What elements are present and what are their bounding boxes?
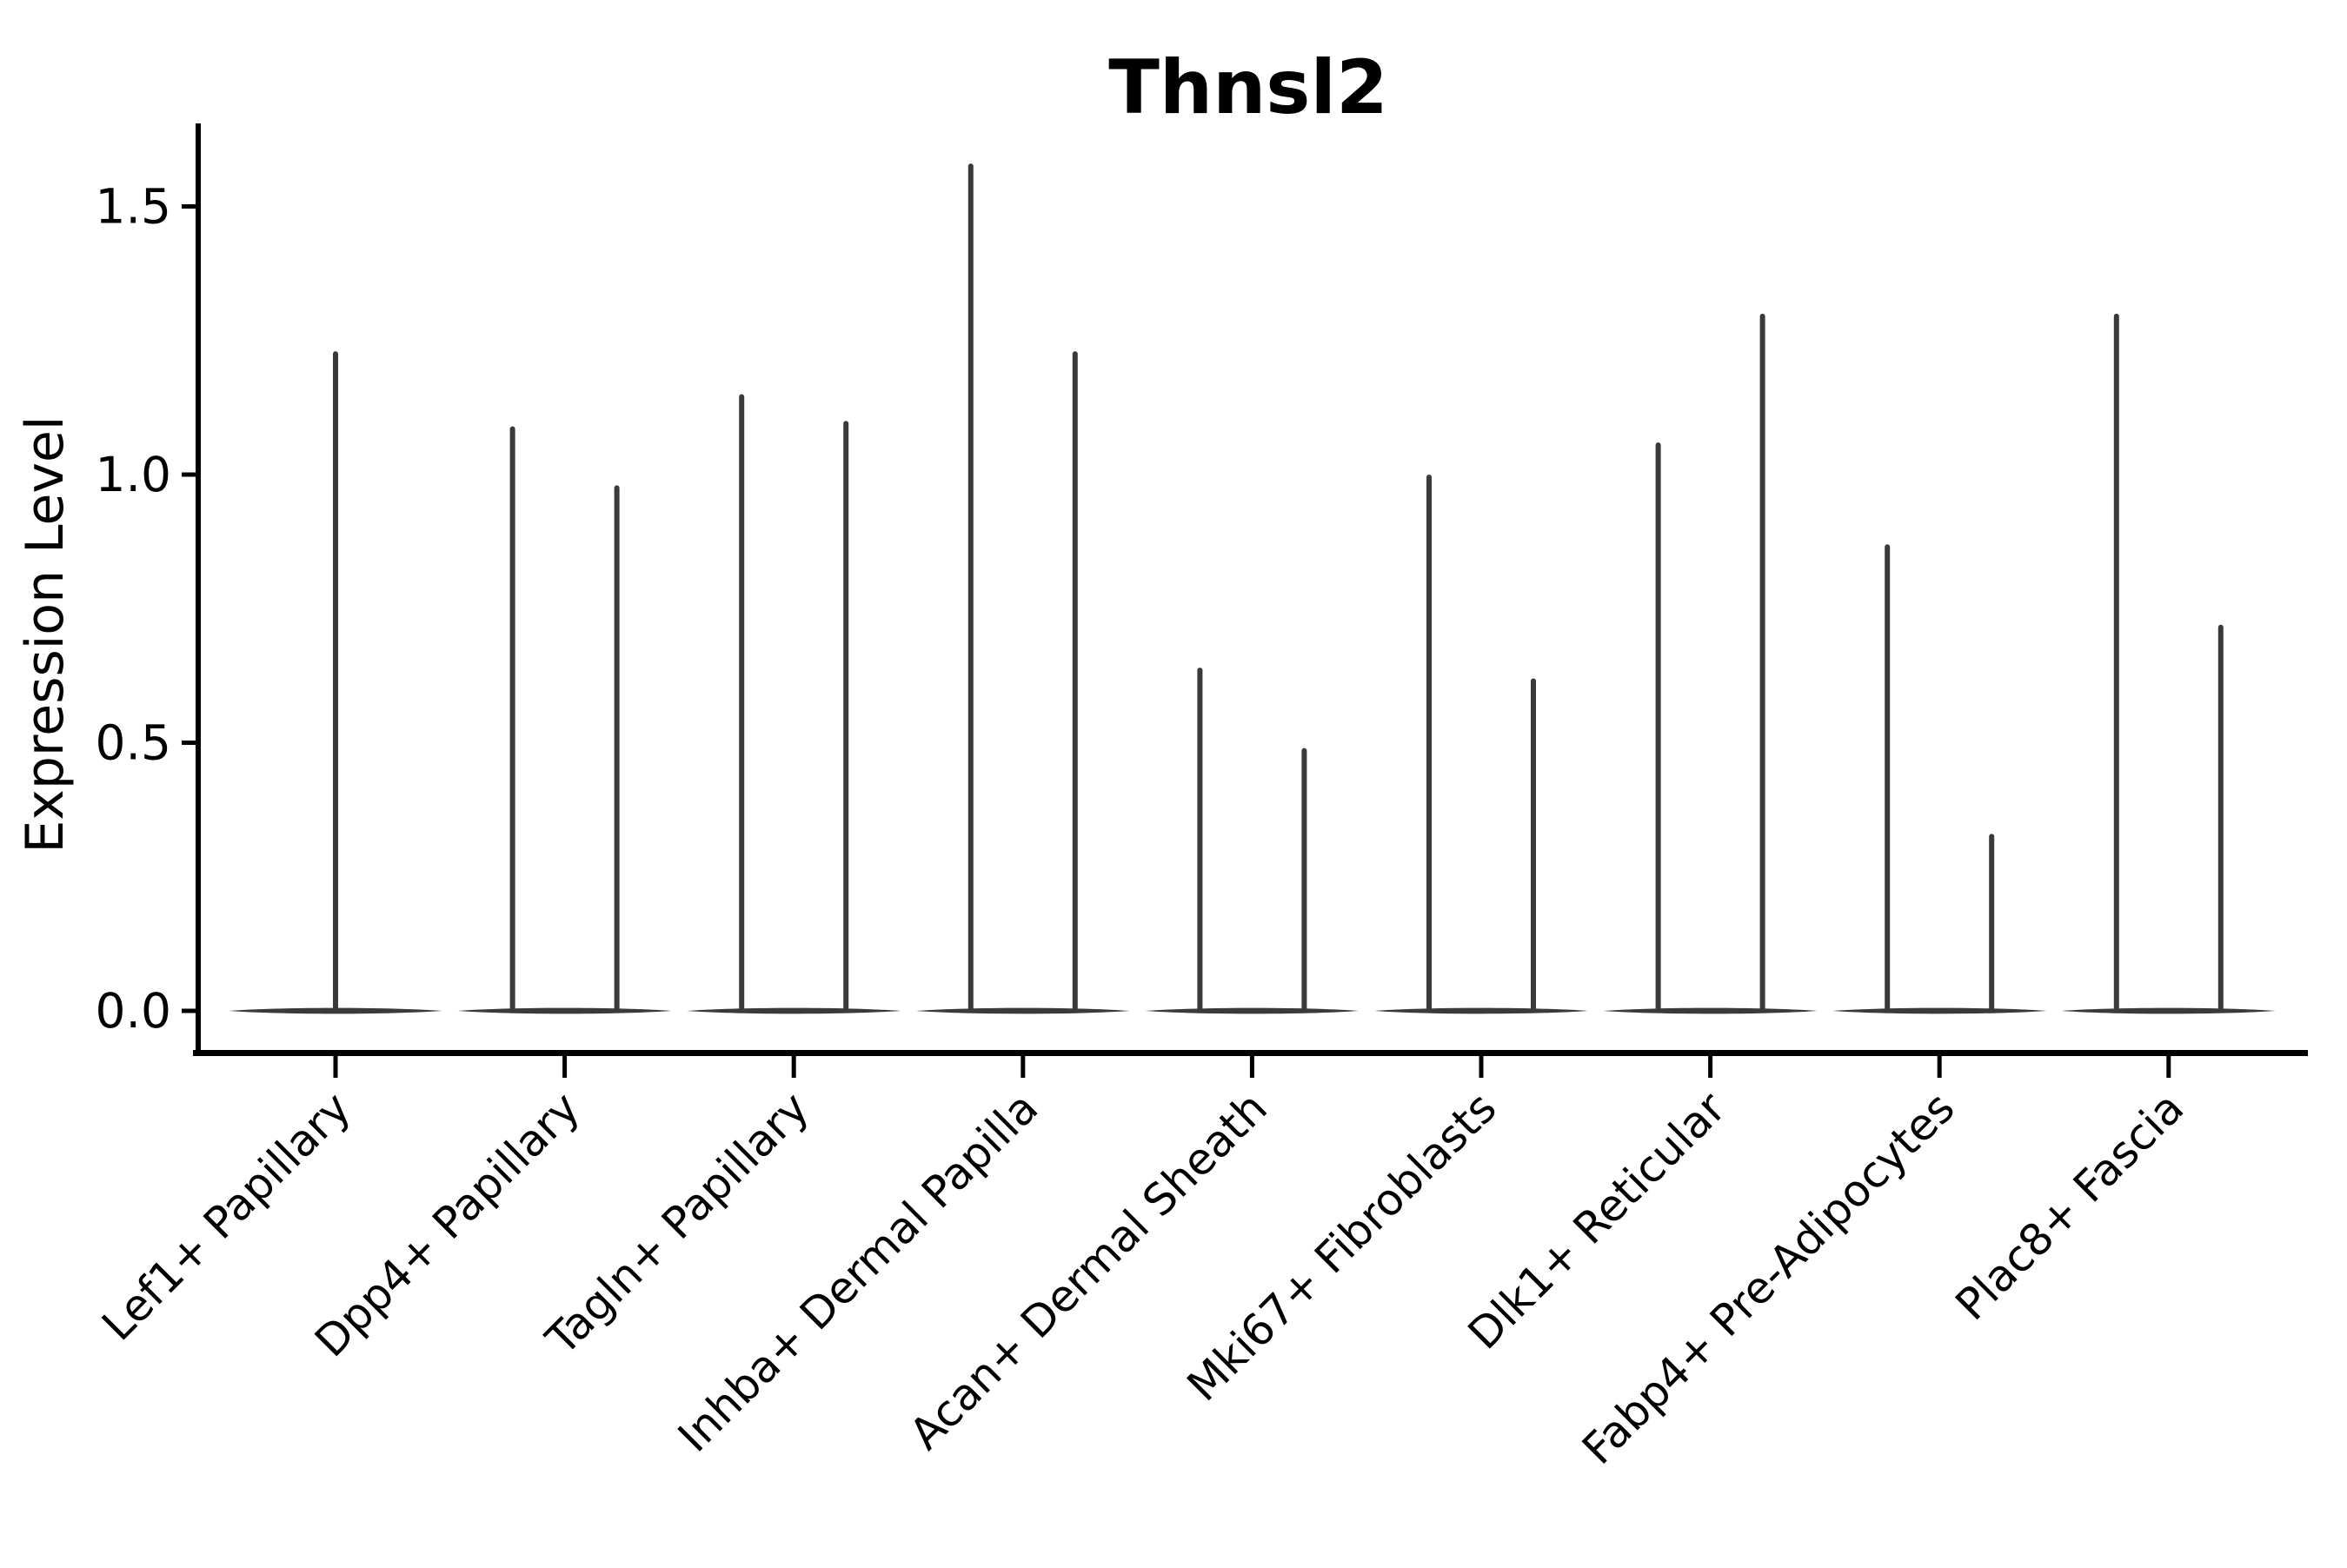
x-tick-mark	[1937, 1056, 1942, 1078]
violin-spike	[967, 163, 974, 1011]
x-tick-label: Lef1+ Papillary	[92, 1082, 360, 1350]
y-tick-mark	[182, 472, 196, 477]
violin-spike	[1072, 351, 1078, 1012]
violin-base	[1603, 1007, 1818, 1014]
axes-group	[193, 123, 2308, 1056]
violin-spike	[843, 421, 849, 1011]
violin-spike	[614, 485, 620, 1011]
violin-base	[1832, 1007, 2047, 1014]
violin-spike	[2113, 313, 2119, 1011]
y-axis-label: Expression Level	[15, 415, 76, 853]
violin-base	[915, 1007, 1130, 1014]
x-tick-label: Plac8+ Fascia	[1946, 1082, 2194, 1330]
y-ticks-group: 0.0 0.5 1.0 1.5	[96, 179, 196, 1039]
violin-spike	[1426, 475, 1432, 1011]
x-tick-mark	[1479, 1056, 1484, 1078]
y-tick-label: 1.0	[96, 447, 171, 502]
violin-base	[2061, 1007, 2276, 1014]
x-tick-mark	[1249, 1056, 1254, 1078]
x-tick-mark	[1708, 1056, 1713, 1078]
violin-spike	[1655, 442, 1661, 1012]
y-axis-spine	[196, 123, 201, 1056]
violin-spike	[2217, 624, 2224, 1011]
x-tick-mark	[2166, 1056, 2171, 1078]
violin-base	[687, 1007, 901, 1014]
violin-spike	[1759, 313, 1765, 1011]
violin-spike	[1301, 747, 1307, 1011]
x-tick-mark	[791, 1056, 796, 1078]
violin-spike	[1989, 834, 1995, 1011]
chart-title: Thnsl2	[1108, 44, 1388, 131]
violin-base	[457, 1007, 672, 1014]
violin-spike	[739, 394, 745, 1011]
x-tick-mark	[562, 1056, 568, 1078]
violin-spike	[1531, 678, 1536, 1011]
y-tick-label: 1.5	[96, 179, 171, 235]
violin-spike	[333, 351, 338, 1012]
violin-base	[1374, 1007, 1588, 1014]
y-tick-mark	[182, 1008, 196, 1013]
y-tick-mark	[182, 204, 196, 209]
x-tick-label: Fabp4+ Pre-Adipocytes	[1572, 1082, 1965, 1474]
violin-spike	[509, 426, 515, 1012]
x-tick-mark	[333, 1056, 338, 1078]
violin-base	[1145, 1007, 1360, 1014]
y-tick-label: 0.5	[96, 715, 171, 771]
violins-group	[229, 163, 2276, 1014]
violin-spike	[1885, 544, 1891, 1011]
violin-base	[229, 1007, 442, 1014]
y-tick-mark	[182, 741, 196, 745]
y-tick-label: 0.0	[96, 983, 171, 1039]
x-tick-mark	[1021, 1056, 1026, 1078]
violin-spike	[1197, 668, 1203, 1011]
x-axis-spine	[193, 1050, 2308, 1056]
